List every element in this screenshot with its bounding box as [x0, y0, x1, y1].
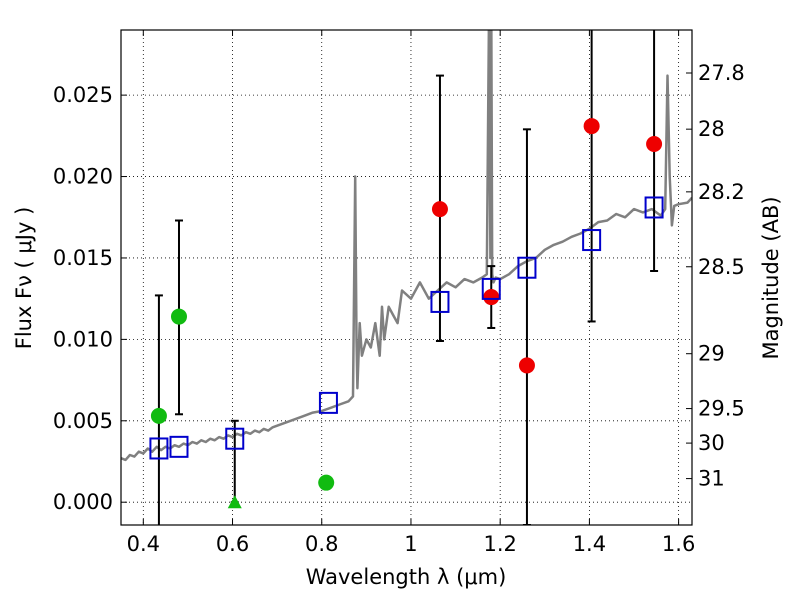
- x-axis-title: Wavelength λ (μm): [306, 565, 507, 589]
- blue-square-point: [430, 290, 450, 313]
- red-data-point: [518, 357, 535, 374]
- mag-tick-label: 28: [698, 117, 725, 141]
- blue-square-point: [169, 435, 189, 458]
- mag-tick-label: 30: [698, 431, 725, 455]
- green-data-point: [170, 308, 187, 325]
- x-tick-label: 1.4: [573, 532, 606, 556]
- green-data-point: [318, 474, 335, 491]
- green-triangle-point: [227, 495, 242, 509]
- model-spectrum-line: [121, 30, 692, 462]
- blue-square-point: [225, 427, 245, 450]
- red-data-point: [583, 118, 600, 135]
- mag-tick-label: 29: [698, 342, 725, 366]
- x-tick-label: 0.6: [216, 532, 249, 556]
- x-tick-label: 1: [404, 532, 417, 556]
- y-tick-label: 0.005: [53, 409, 113, 433]
- blue-square-point: [582, 229, 602, 252]
- plot-area: [121, 30, 692, 525]
- x-tick-label: 1.6: [662, 532, 695, 556]
- plot-content: [121, 30, 692, 525]
- grid: [121, 30, 692, 525]
- mag-tick-label: 29.5: [698, 397, 745, 421]
- y2-axis-title: Magnitude (AB): [759, 196, 783, 359]
- red-data-point: [431, 201, 448, 218]
- y-tick-label: 0.020: [53, 165, 113, 189]
- y-tick-label: 0.010: [53, 327, 113, 351]
- y-tick-label: 0.025: [53, 83, 113, 107]
- x-tick-label: 0.8: [305, 532, 338, 556]
- blue-square-point: [517, 256, 537, 279]
- plot-frame: [120, 29, 693, 526]
- red-data-point: [483, 289, 500, 306]
- blue-square-point: [481, 277, 501, 300]
- axes: 0.4 0.6 0.8 1 1.2 1.4 1.6 0.000 0.005 0.010 0.015 0…: [53, 30, 745, 556]
- blue-square-point: [318, 391, 338, 414]
- blue-square-point: [149, 437, 169, 460]
- mag-tick-label: 27.8: [698, 61, 745, 85]
- y-tick-label: 0.000: [53, 490, 113, 514]
- blue-square-point: [644, 196, 664, 219]
- mag-tick-label: 31: [698, 467, 725, 491]
- y-tick-label: 0.015: [53, 246, 113, 270]
- red-data-point: [646, 135, 663, 152]
- x-tick-label: 0.4: [127, 532, 160, 556]
- y-axis-title: Flux Fν ( μJy ): [12, 207, 36, 350]
- mag-tick-label: 28.2: [698, 180, 745, 204]
- green-data-point: [150, 407, 167, 424]
- x-tick-label: 1.2: [483, 532, 516, 556]
- mag-tick-label: 28.5: [698, 255, 745, 279]
